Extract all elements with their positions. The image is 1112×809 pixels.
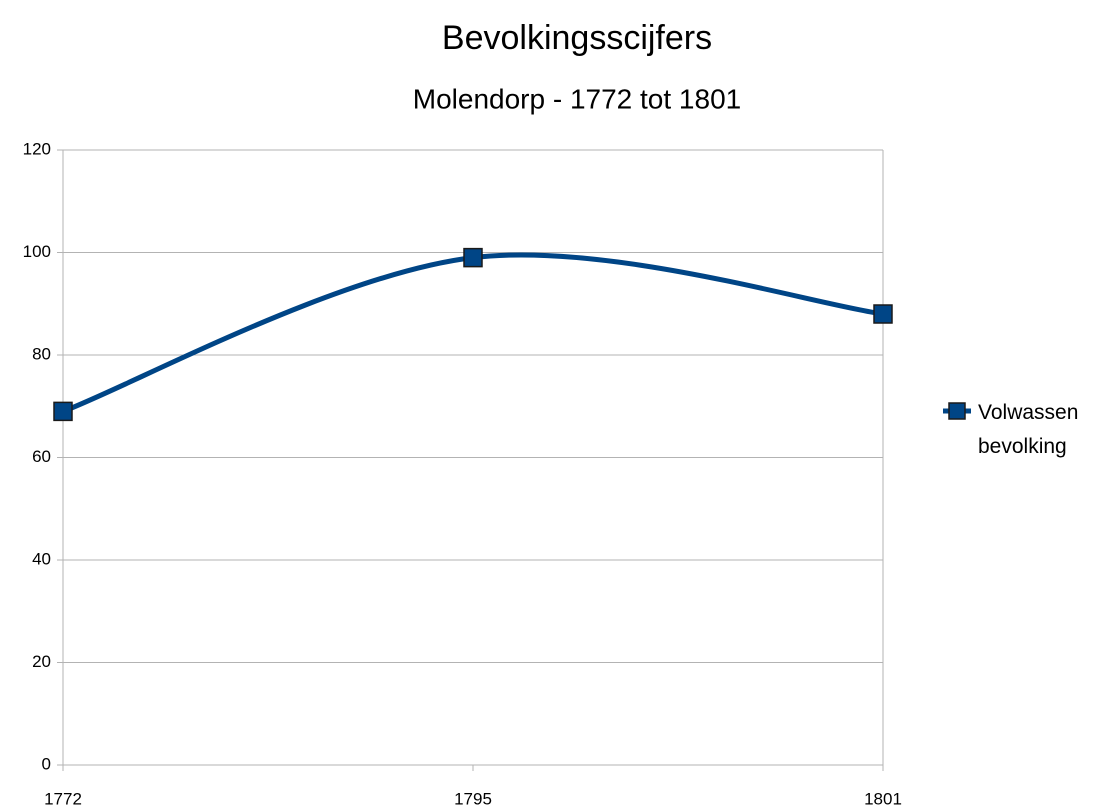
x-tick-label: 1795 — [454, 789, 492, 808]
marker — [53, 401, 73, 422]
chart-subtitle: Molendorp - 1772 tot 1801 — [413, 83, 741, 114]
legend-label: Volwassen bevolking — [978, 401, 1079, 458]
x-tick-label: 1801 — [864, 789, 902, 808]
y-tick-label: 100 — [23, 242, 51, 261]
y-tick-label: 60 — [32, 447, 51, 466]
y-tick-label: 40 — [32, 549, 51, 568]
series-line — [62, 252, 884, 414]
legend-marker — [948, 402, 966, 420]
y-tick-label: 80 — [32, 344, 51, 363]
chart-title: Bevolkingsscijfers — [442, 19, 712, 57]
y-tick-label: 20 — [32, 652, 51, 671]
x-tick-label: 1772 — [44, 789, 82, 808]
y-tick-label: 0 — [42, 754, 51, 773]
marker — [463, 247, 483, 268]
marker — [873, 304, 893, 324]
y-tick-label: 120 — [23, 139, 51, 158]
